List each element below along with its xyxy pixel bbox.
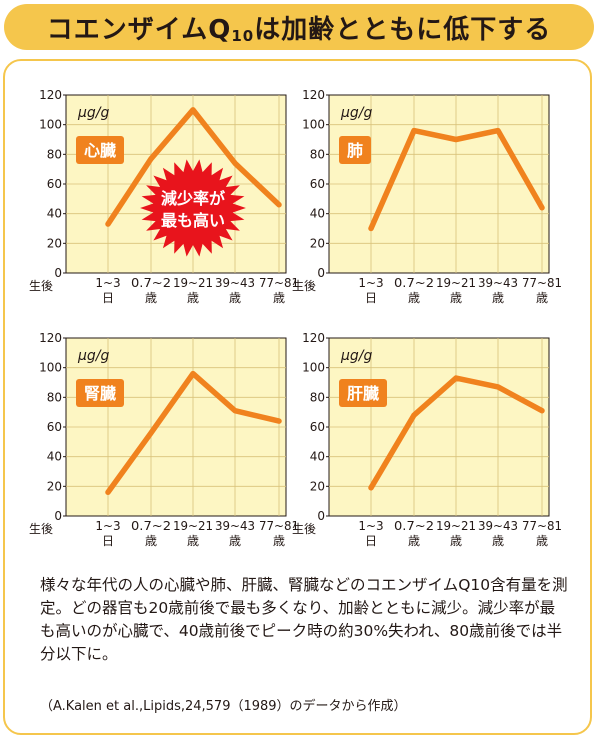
chart-4-y-tick-label: 20 [310,479,325,493]
chart-2-x-tick-label: 77~81 [522,276,562,290]
chart-1-x-tick-label: 1~3 [95,276,120,290]
chart-4-x-tick-label: 歳 [492,534,504,548]
chart-4-x-tick-label: 19~21 [436,519,476,533]
chart-3-unit-label: μg/g [77,348,110,364]
chart-1-x-tick-label: 歳 [187,291,199,305]
chart-4-y-tick-label: 100 [302,361,325,375]
chart-3-x-tick-label: 歳 [229,534,241,548]
chart-1-y-tick-label: 40 [47,207,62,221]
chart-2-x-tick-label: 歳 [408,291,420,305]
chart-1-y-tick-label: 60 [47,177,62,191]
chart-3-title-badge [76,379,124,407]
chart-3-x-tick-label: 歳 [273,534,285,548]
chart-3-x-tick-label: 19~21 [173,519,213,533]
chart-4-unit-label: μg/g [340,348,373,364]
chart-2-y-tick-label: 0 [317,266,325,280]
chart-4-x-tick-label: 1~3 [358,519,383,533]
chart-1-series-line [105,107,282,227]
chart-3-x-tick-label: 生後 [29,522,53,536]
title-bar: コエンザイムQ10は加齢とともに低下する [4,4,594,50]
chart-4-x-tick-label: 生後 [292,522,316,536]
chart-4-x-tick-label: 歳 [408,534,420,548]
chart-2-y-tick-label: 20 [310,236,325,250]
chart-1-x-tick-label: 歳 [145,291,157,305]
chart-2-x-tick-label: 歳 [492,291,504,305]
chart-2-title-badge [339,136,371,164]
chart-1-y-tick-label: 120 [39,88,62,102]
chart-2-x-tick-label: 日 [365,291,377,305]
chart-1-annotation: 最も高い [161,211,225,230]
chart-2-y-tick-label: 100 [302,118,325,132]
chart-3-title: 腎臓 [84,384,116,403]
chart-4-x-tick-label: 77~81 [522,519,562,533]
chart-2-series-line [368,127,545,232]
chart-1-y-tick-label: 100 [39,118,62,132]
chart-3-series-line [105,370,282,496]
chart-2-x-tick-label: 19~21 [436,276,476,290]
chart-3-y-tick-label: 80 [47,390,62,404]
chart-3-x-tick-label: 77~81 [259,519,299,533]
chart-1-title-badge [76,136,124,164]
chart-1-y-tick-label: 0 [54,266,62,280]
chart-3-x-tick-label: 日 [102,534,114,548]
chart-4-y-tick-label: 0 [317,509,325,523]
chart-1-title: 心臓 [84,141,116,160]
chart-1-x-tick-label: 歳 [273,291,285,305]
chart-4-y-tick-label: 80 [310,390,325,404]
chart-1-unit-label: μg/g [77,105,110,121]
chart-2-y-tick-label: 40 [310,207,325,221]
chart-4-y-tick-label: 40 [310,450,325,464]
chart-4-x-tick-label: 歳 [536,534,548,548]
chart-1-x-tick-label: 日 [102,291,114,305]
chart-3-y-tick-label: 100 [39,361,62,375]
chart-3-x-tick-label: 1~3 [95,519,120,533]
chart-3-y-tick-label: 20 [47,479,62,493]
chart-1-x-tick-label: 0.7~2 [131,276,171,290]
chart-2-x-tick-label: 歳 [536,291,548,305]
chart-1-x-tick-label: 生後 [29,279,53,293]
chart-3-x-tick-label: 歳 [187,534,199,548]
chart-3-y-tick-label: 0 [54,509,62,523]
chart-2-x-tick-label: 生後 [292,279,316,293]
chart-2-title: 肺 [347,141,363,160]
chart-2-x-tick-label: 歳 [450,291,462,305]
chart-4-x-tick-label: 39~43 [478,519,518,533]
chart-4-title-badge [339,379,387,407]
chart-2-y-tick-label: 120 [302,88,325,102]
chart-1-annotation: 減少率が [161,189,225,208]
chart-3-x-tick-label: 0.7~2 [131,519,171,533]
chart-2-y-tick-label: 60 [310,177,325,191]
chart-2-x-tick-label: 1~3 [358,276,383,290]
chart-4-title: 肝臓 [347,384,379,403]
chart-1-y-tick-label: 80 [47,147,62,161]
chart-4-series-line [368,375,545,491]
chart-3-y-tick-label: 120 [39,331,62,345]
chart-4-x-tick-label: 0.7~2 [394,519,434,533]
chart-4-x-tick-label: 歳 [450,534,462,548]
chart-1-y-tick-label: 20 [47,236,62,250]
chart-3-x-tick-label: 歳 [145,534,157,548]
chart-1-x-tick-label: 39~43 [215,276,255,290]
chart-4-y-tick-label: 60 [310,420,325,434]
chart-2-y-tick-label: 80 [310,147,325,161]
chart-1-x-tick-label: 77~81 [259,276,299,290]
page-title: コエンザイムQ10は加齢とともに低下する [46,14,552,45]
chart-3-y-tick-label: 60 [47,420,62,434]
chart-4-y-tick-label: 120 [302,331,325,345]
chart-3-x-tick-label: 39~43 [215,519,255,533]
description-text: 様々な年代の人の心臓や肺、肝臓、腎臓などのコエンザイムQ10含有量を測定。どの器… [40,576,568,663]
chart-1-x-tick-label: 19~21 [173,276,213,290]
chart-2-x-tick-label: 39~43 [478,276,518,290]
chart-1-x-tick-label: 歳 [229,291,241,305]
chart-3-y-tick-label: 40 [47,450,62,464]
chart-2-unit-label: μg/g [340,105,373,121]
chart-4-x-tick-label: 日 [365,534,377,548]
source-citation: （A.Kalen et al.,Lipids,24,579（1989）のデータか… [40,699,407,714]
chart-2-x-tick-label: 0.7~2 [394,276,434,290]
title-subscript: 10 [231,26,255,45]
chart-1-annotation-burst [140,159,246,257]
